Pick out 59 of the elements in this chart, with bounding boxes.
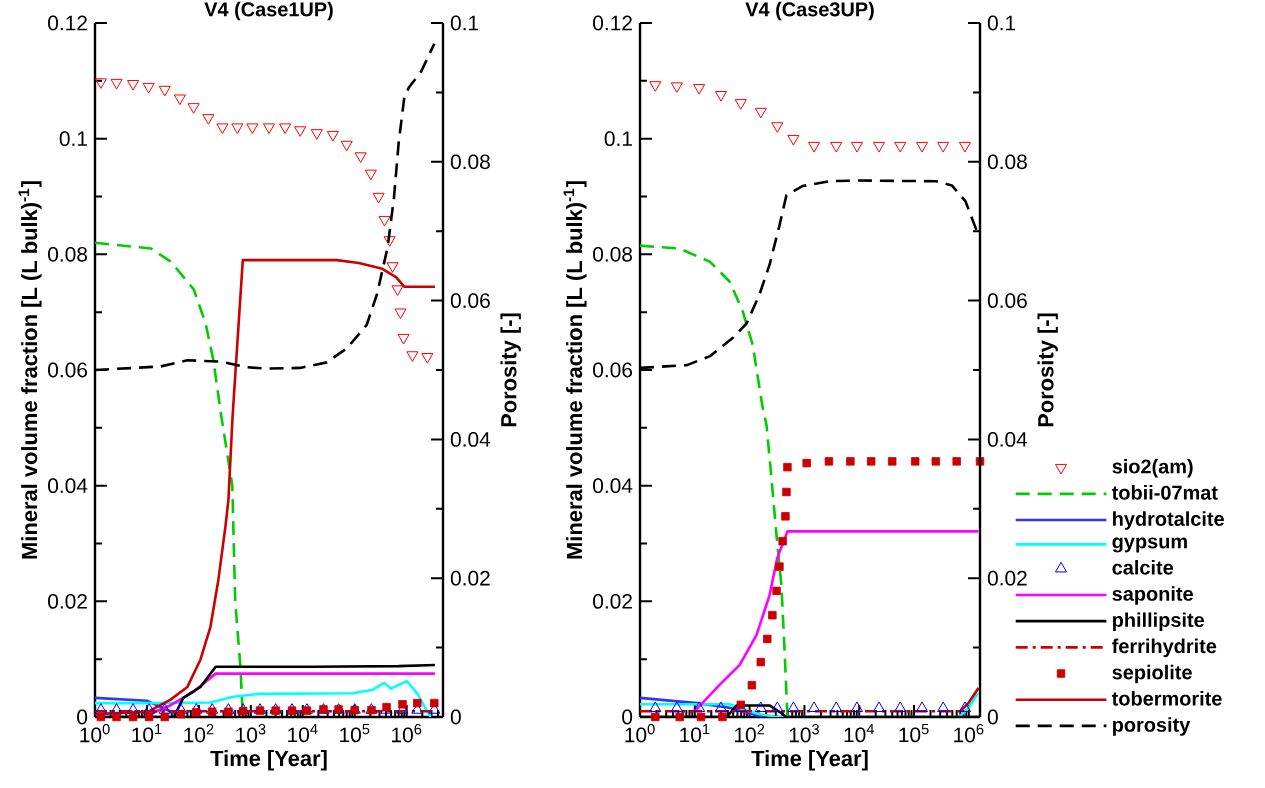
y-tick-label: 0.12: [593, 15, 632, 31]
y-tick-label: 0.06: [593, 362, 633, 378]
y-tick-label: 0: [77, 709, 88, 725]
y2-tick-label: 0.06: [450, 293, 490, 309]
y2-tick-label: 0.04: [450, 432, 491, 447]
x-tick-label: 10$^{3}$: [789, 724, 819, 743]
legend-label: hydrotalcite: [1113, 511, 1224, 530]
legend-label: saponite: [1112, 586, 1193, 605]
x-tick-label: 10$^{4}$: [288, 724, 318, 743]
y-tick-label: 0.12: [48, 15, 87, 31]
x-tick-label: 10$^{2}$: [184, 724, 214, 743]
chart-title: V4 (Case1UP): [204, 1, 333, 21]
legend-label: tobermorite: [1111, 691, 1222, 706]
y-tick-label: 0.02: [593, 593, 632, 609]
y2-tick-label: 0: [987, 709, 998, 725]
y2-tick-label: 0.1: [450, 15, 479, 31]
x-axis-title: Time [Year]: [751, 750, 868, 771]
x-tick-label: 10$^{5}$: [899, 724, 929, 743]
y2-axis-title: Porosity [-]: [500, 313, 521, 427]
legend-label: gypsum: [1112, 537, 1187, 553]
x-tick-label: 10$^{2}$: [735, 724, 765, 743]
x-tick-label: 10$^{1}$: [680, 724, 710, 743]
y2-tick-label: 0.04: [987, 432, 1028, 447]
y-tick-label: 0.02: [48, 593, 87, 609]
legend-label: sio2(am): [1112, 458, 1193, 478]
y-tick-label: 0.04: [593, 478, 633, 494]
y-tick-label: 0.06: [48, 362, 88, 378]
y2-axis-title: Porosity [-]: [1037, 313, 1058, 427]
y2-tick-label: 0.1: [987, 15, 1016, 31]
x-tick-label: 10$^{3}$: [236, 724, 266, 743]
y-tick-label: 0.08: [48, 246, 88, 262]
y-axis-title: Mineral volume fraction [L (L bulk)$^{-1}$]: [563, 181, 587, 559]
x-tick-label: 10$^{0}$: [80, 724, 110, 743]
legend-label: phillipsite: [1112, 612, 1205, 631]
legend-label: tobii-07mat: [1111, 485, 1218, 500]
legend-label: sepiolite: [1112, 664, 1192, 684]
x-tick-label: 10$^{6}$: [954, 724, 984, 743]
x-tick-label: 10$^{1}$: [132, 724, 162, 743]
y-tick-label: 0.04: [48, 478, 88, 494]
x-tick-label: 10$^{0}$: [625, 724, 655, 743]
legend-label: ferrihydrite: [1112, 638, 1217, 658]
y-tick-label: 0: [622, 709, 633, 725]
y2-tick-label: 0.08: [987, 154, 1027, 170]
y-tick-label: 0.1: [59, 131, 87, 147]
x-tick-label: 10$^{4}$: [844, 724, 874, 743]
chart-title: V4 (Case3UP): [745, 1, 874, 21]
y-axis-title: Mineral volume fraction [L (L bulk)$^{-1}$]: [18, 181, 42, 559]
y-tick-label: 0.08: [593, 246, 633, 262]
y2-tick-label: 0.02: [450, 570, 490, 586]
legend-label: porosity: [1112, 717, 1191, 736]
x-tick-label: 10$^{5}$: [340, 724, 370, 743]
y2-tick-label: 0: [450, 709, 461, 725]
y2-tick-label: 0.06: [987, 293, 1027, 309]
y2-tick-label: 0.02: [987, 570, 1027, 586]
y2-tick-label: 0.08: [450, 154, 490, 170]
x-axis-title: Time [Year]: [210, 750, 327, 771]
x-tick-label: 10$^{6}$: [392, 724, 422, 743]
y-tick-label: 0.1: [604, 131, 632, 147]
legend-label: calcite: [1112, 560, 1174, 575]
